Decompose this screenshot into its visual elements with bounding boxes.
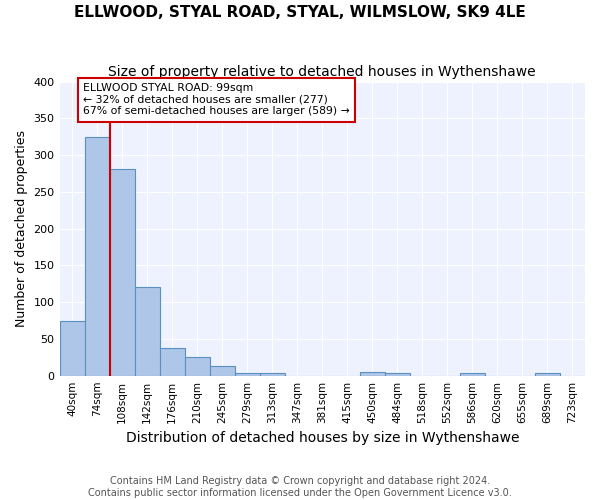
Bar [85,136,110,376]
Bar [110,169,134,376]
Bar [460,372,485,376]
Text: Contains HM Land Registry data © Crown copyright and database right 2024.
Contai: Contains HM Land Registry data © Crown c… [88,476,512,498]
Bar [59,320,85,376]
Title: Size of property relative to detached houses in Wythenshawe: Size of property relative to detached ho… [109,65,536,79]
Bar [235,372,260,376]
Bar [385,372,410,376]
Bar [160,348,185,376]
Bar [260,372,285,376]
Bar [185,358,209,376]
Bar [134,286,160,376]
Bar [360,372,385,376]
Bar [535,374,560,376]
Bar [209,366,235,376]
Text: ELLWOOD, STYAL ROAD, STYAL, WILMSLOW, SK9 4LE: ELLWOOD, STYAL ROAD, STYAL, WILMSLOW, SK… [74,5,526,20]
Text: ELLWOOD STYAL ROAD: 99sqm
← 32% of detached houses are smaller (277)
67% of semi: ELLWOOD STYAL ROAD: 99sqm ← 32% of detac… [83,83,350,116]
X-axis label: Distribution of detached houses by size in Wythenshawe: Distribution of detached houses by size … [125,431,519,445]
Y-axis label: Number of detached properties: Number of detached properties [15,130,28,327]
